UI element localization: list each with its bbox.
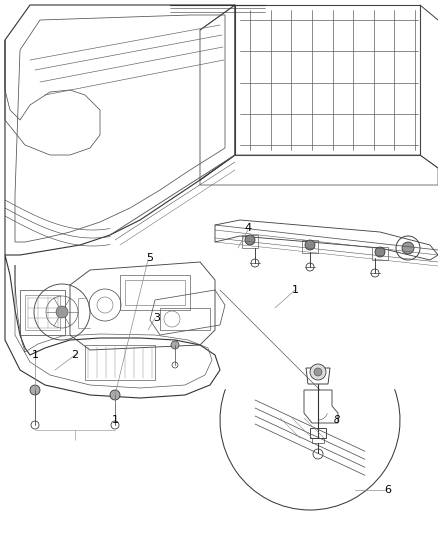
Bar [120, 275, 190, 310]
Circle shape [111, 421, 119, 429]
Circle shape [402, 242, 414, 254]
Circle shape [110, 390, 120, 400]
Circle shape [314, 368, 322, 376]
Circle shape [30, 385, 40, 395]
Bar [160, 308, 210, 330]
Bar [125, 280, 185, 305]
Text: 8: 8 [334, 415, 340, 425]
Circle shape [310, 364, 326, 380]
Circle shape [172, 362, 178, 368]
Bar [310, 428, 326, 438]
Text: 2: 2 [71, 350, 78, 360]
Text: 4: 4 [244, 223, 251, 233]
Circle shape [245, 235, 255, 245]
Text: 6: 6 [385, 485, 392, 495]
Text: 1: 1 [292, 285, 299, 295]
Circle shape [56, 306, 68, 318]
Circle shape [31, 421, 39, 429]
Circle shape [251, 259, 259, 267]
Circle shape [171, 341, 179, 349]
Circle shape [305, 240, 315, 250]
Text: 3: 3 [153, 313, 160, 323]
Circle shape [313, 449, 323, 459]
Text: 1: 1 [112, 415, 119, 425]
Circle shape [306, 263, 314, 271]
Text: 1: 1 [32, 350, 39, 360]
Bar [312, 438, 324, 443]
Circle shape [375, 247, 385, 257]
Circle shape [371, 269, 379, 277]
Text: 5: 5 [146, 253, 153, 263]
